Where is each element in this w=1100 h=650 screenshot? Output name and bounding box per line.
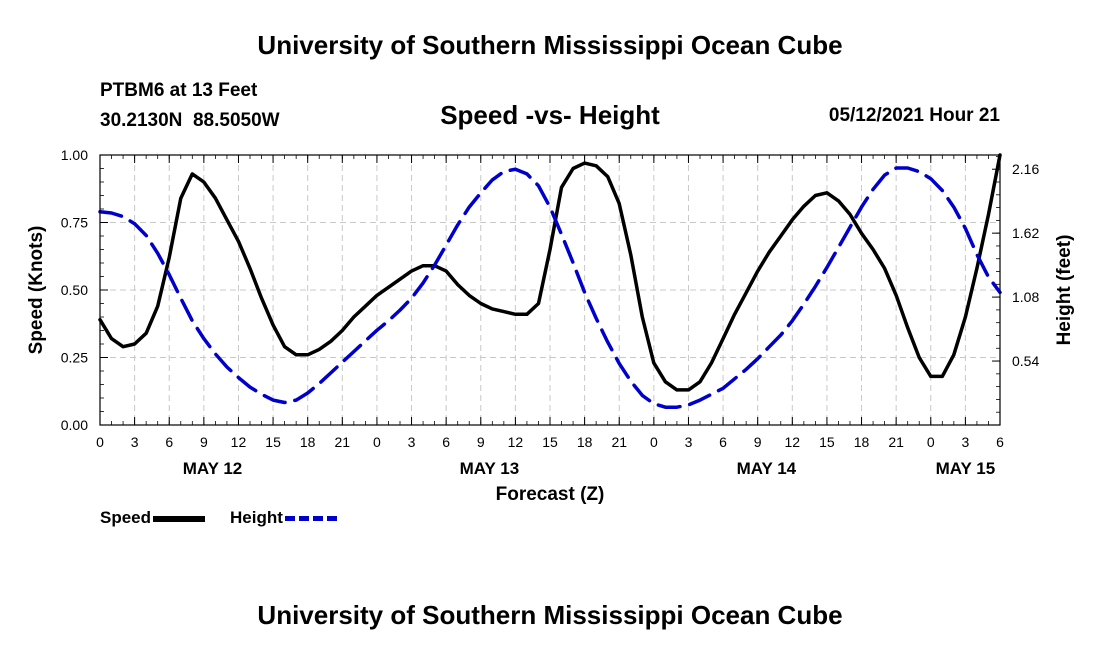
legend-label-speed: Speed: [100, 508, 152, 527]
x-date-label: MAY 15: [936, 459, 996, 478]
station-name: PTBM6 at 13 Feet: [100, 80, 258, 101]
x-date-label: MAY 14: [737, 459, 797, 478]
x-tick-label: 18: [577, 434, 593, 450]
y-tick-label: 0.25: [61, 350, 88, 366]
x-tick-label: 3: [408, 434, 416, 450]
x-tick-label: 18: [300, 434, 316, 450]
legend-swatch-speed: [153, 515, 206, 522]
x-tick-label: 6: [442, 434, 450, 450]
x-tick-label: 9: [754, 434, 762, 450]
station-info: PTBM6 at 13 Feet 30.2130N 88.5050W: [100, 76, 280, 136]
x-tick-label: 15: [265, 434, 281, 450]
x-tick-label: 0: [650, 434, 658, 450]
y-tick-label: 0.75: [61, 215, 88, 231]
x-tick-label: 0: [373, 434, 381, 450]
chart-grid: [100, 155, 1000, 425]
y2-tick-label: 1.08: [1012, 289, 1039, 305]
y2-axis-title: Height (feet): [1054, 235, 1075, 346]
page-title: University of Southern Mississippi Ocean…: [257, 30, 843, 60]
forecast-datetime: 05/12/2021 Hour 21: [828, 105, 1000, 126]
chart-frame: [99, 154, 1001, 426]
y-tick-label: 0.50: [61, 282, 88, 298]
x-tick-label: 12: [508, 434, 524, 450]
chart-title: Speed -vs- Height: [440, 100, 660, 130]
x-tick-label: 15: [542, 434, 558, 450]
y2-tick-label: 2.16: [1012, 161, 1039, 177]
x-tick-label: 12: [785, 434, 801, 450]
x-tick-label: 6: [719, 434, 727, 450]
footer-title: University of Southern Mississippi Ocean…: [257, 600, 843, 630]
x-tick-label: 0: [927, 434, 935, 450]
x-tick-label: 21: [611, 434, 627, 450]
x-tick-label: 0: [96, 434, 104, 450]
legend-item-speed: Speed: [100, 508, 206, 528]
x-tick-label: 3: [131, 434, 139, 450]
chart-axes: 0 3 6 9 12 15 18 21 0 3 6 9 12 15 18 21 0 3 6 9 12 15 18 21 0 3 6M…: [26, 147, 1075, 505]
legend-label-height: Height: [230, 508, 283, 527]
y-axis-title: Speed (Knots): [26, 226, 47, 355]
y-tick-label: 0.00: [61, 417, 88, 433]
x-tick-label: 9: [477, 434, 485, 450]
x-tick-label: 9: [200, 434, 208, 450]
y2-tick-label: 1.62: [1012, 225, 1039, 241]
series-line-height: [98, 166, 1002, 409]
x-tick-label: 21: [335, 434, 351, 450]
x-tick-label: 3: [685, 434, 693, 450]
x-axis-title: Forecast (Z): [496, 484, 605, 505]
x-date-label: MAY 12: [183, 459, 243, 478]
x-date-label: MAY 13: [460, 459, 520, 478]
x-tick-label: 12: [231, 434, 247, 450]
y2-tick-label: 0.54: [1012, 353, 1039, 369]
x-tick-label: 15: [819, 434, 835, 450]
chart-series: [98, 153, 1002, 409]
x-tick-label: 6: [996, 434, 1004, 450]
x-tick-label: 18: [854, 434, 870, 450]
x-tick-label: 21: [888, 434, 904, 450]
x-tick-label: 3: [961, 434, 969, 450]
y-tick-label: 1.00: [61, 147, 88, 163]
series-line-speed: [98, 153, 1002, 392]
legend-item-height: Height: [230, 508, 337, 528]
legend-swatch-height: [284, 516, 337, 522]
x-tick-label: 6: [165, 434, 173, 450]
station-coordinates: 30.2130N 88.5050W: [100, 110, 280, 131]
